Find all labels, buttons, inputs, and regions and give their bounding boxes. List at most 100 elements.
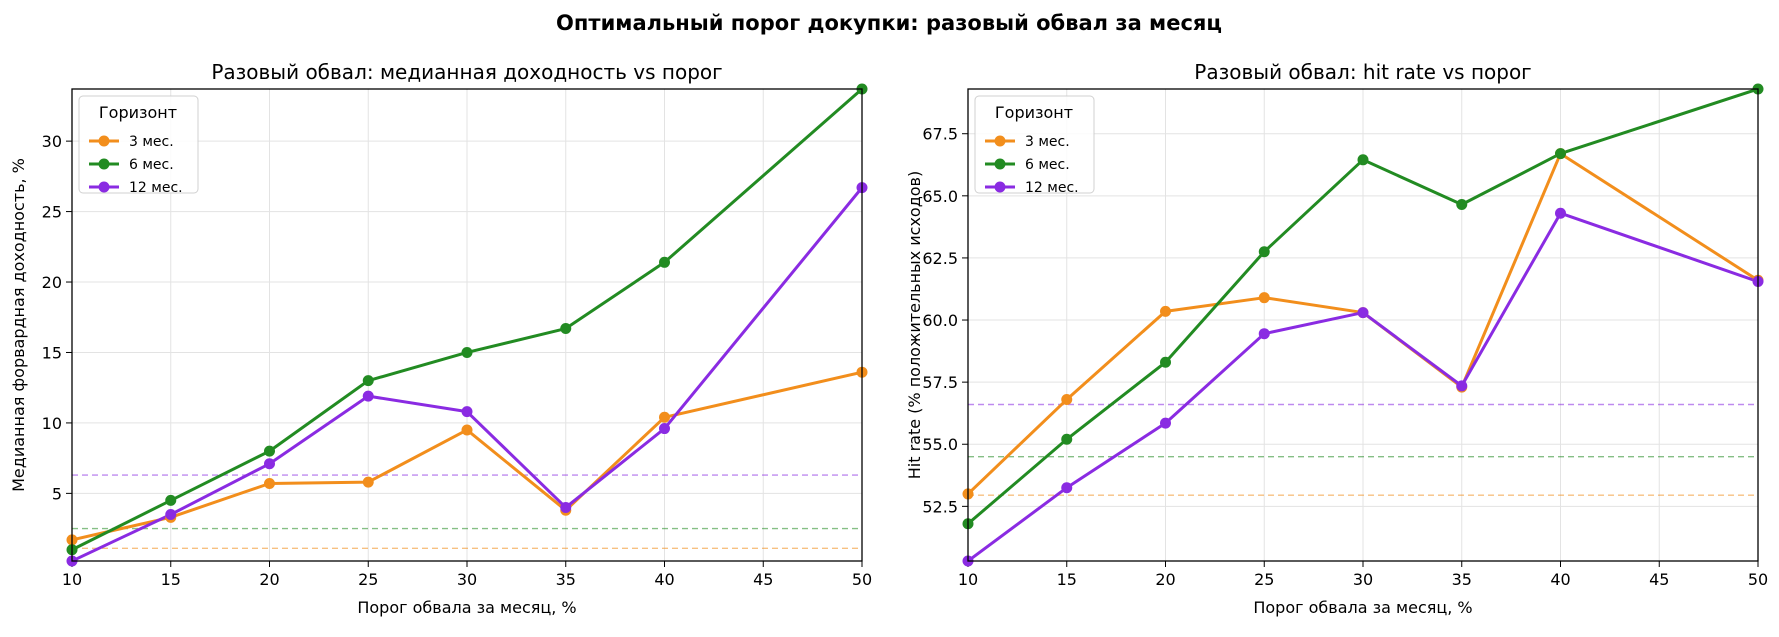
x-tick-label: 15	[1057, 570, 1077, 589]
x-tick-label: 30	[457, 570, 477, 589]
series-line	[968, 152, 1758, 496]
legend-marker	[994, 135, 1006, 147]
y-tick-label: 55.0	[922, 435, 958, 454]
data-point	[461, 424, 473, 436]
legend-item: 6 мес.	[985, 157, 1070, 173]
series-line	[968, 211, 1758, 561]
x-tick-label: 45	[1649, 570, 1669, 589]
legend-marker	[994, 181, 1006, 193]
x-tick-label: 20	[1155, 570, 1175, 589]
data-point	[362, 375, 374, 387]
data-point	[1258, 246, 1270, 258]
data-point	[560, 501, 572, 513]
legend-label: 12 мес.	[129, 180, 183, 196]
legend-label: 6 мес.	[129, 157, 174, 173]
legend-item: 3 мес.	[89, 134, 174, 150]
data-point	[1555, 148, 1566, 160]
data-point	[1160, 356, 1171, 368]
y-tick-label: 25	[42, 203, 62, 222]
data-point	[362, 390, 374, 402]
x-tick-label: 40	[654, 570, 674, 589]
chart-title: Разовый обвал: медианная доходность vs п…	[211, 60, 722, 84]
x-axis-label: Порог обвала за месяц, %	[357, 598, 576, 617]
y-tick-label: 67.5	[922, 125, 958, 144]
x-tick-label: 20	[259, 570, 279, 589]
data-point	[659, 423, 670, 435]
chart-panel-1: 10 15 20 25 30 35 40 45 50 5 10 15 20 25 30 Разовый обв…	[9, 60, 872, 617]
chart-title: Разовый обвал: hit rate vs порог	[1194, 60, 1531, 84]
x-tick-label: 30	[1353, 570, 1373, 589]
data-point	[1555, 207, 1566, 219]
legend-item: 3 мес.	[985, 134, 1070, 150]
data-point	[659, 411, 670, 423]
y-tick-label: 20	[42, 273, 62, 292]
data-point	[264, 478, 275, 490]
axes-frame	[71, 88, 863, 562]
data-point	[1357, 307, 1369, 319]
data-point	[1258, 328, 1270, 340]
data-point	[461, 346, 473, 358]
chart-panel-2: 10 15 20 25 30 35 40 45 50 52.5 55.0 57.5 60.0 62.5 65…	[905, 60, 1768, 617]
data-point	[1160, 305, 1171, 317]
data-point	[1061, 394, 1073, 406]
y-tick-label: 15	[42, 343, 62, 362]
axes-frame	[967, 88, 1759, 562]
legend-label: 3 мес.	[129, 134, 174, 150]
legend-item: 6 мес.	[89, 157, 174, 173]
y-tick-label: 30	[42, 132, 62, 151]
legend-box	[78, 95, 199, 194]
series-line	[72, 89, 862, 552]
x-tick-label: 40	[1550, 570, 1570, 589]
y-tick-label: 10	[42, 414, 62, 433]
legend-marker	[98, 158, 110, 170]
data-point	[264, 458, 275, 470]
x-tick-label: 10	[958, 570, 978, 589]
legend-label: 3 мес.	[1025, 134, 1070, 150]
y-axis-label: Hit rate (% положительных исходов)	[905, 171, 924, 479]
data-point	[1160, 417, 1171, 429]
y-axis-label: Медианная форвардная доходность, %	[9, 158, 28, 492]
figure-suptitle: Оптимальный порог докупки: разовый обвал…	[556, 11, 1222, 35]
legend-item: 12 мес.	[985, 180, 1079, 196]
data-point	[362, 476, 374, 488]
x-axis-label: Порог обвала за месяц, %	[1253, 598, 1472, 617]
x-tick-label: 10	[62, 570, 82, 589]
data-point	[1357, 154, 1369, 166]
legend-title: Горизонт	[99, 103, 177, 122]
legend: Горизонт 3 мес. 6 мес. 12 мес.	[78, 95, 199, 196]
data-point	[264, 445, 275, 457]
x-tick-label: 15	[161, 570, 181, 589]
legend-item: 12 мес.	[89, 180, 183, 196]
plot-area	[72, 89, 862, 561]
x-tick-label: 35	[1452, 570, 1472, 589]
data-point	[659, 256, 670, 268]
x-tick-label: 50	[1748, 570, 1768, 589]
series-line	[72, 370, 862, 542]
legend-marker	[98, 181, 110, 193]
x-tick-label: 35	[556, 570, 576, 589]
data-point	[1456, 380, 1468, 392]
data-point	[165, 494, 177, 506]
x-tick-label: 45	[753, 570, 773, 589]
y-tick-label: 65.0	[922, 187, 958, 206]
data-point	[1061, 482, 1073, 494]
x-tick-label: 50	[852, 570, 872, 589]
legend: Горизонт 3 мес. 6 мес. 12 мес.	[974, 95, 1095, 196]
data-point	[461, 406, 473, 418]
legend-label: 6 мес.	[1025, 157, 1070, 173]
series-line	[72, 186, 862, 561]
series-line	[968, 89, 1758, 525]
data-point	[165, 509, 177, 521]
plot-area	[968, 89, 1758, 561]
x-tick-label: 25	[358, 570, 378, 589]
legend-box	[974, 95, 1095, 194]
legend-title: Горизонт	[995, 103, 1073, 122]
y-tick-label: 57.5	[922, 373, 958, 392]
y-tick-label: 62.5	[922, 249, 958, 268]
data-point	[560, 323, 572, 335]
data-point	[1061, 433, 1073, 445]
y-tick-label: 52.5	[922, 497, 958, 516]
x-tick-label: 25	[1254, 570, 1274, 589]
legend-marker	[98, 135, 110, 147]
